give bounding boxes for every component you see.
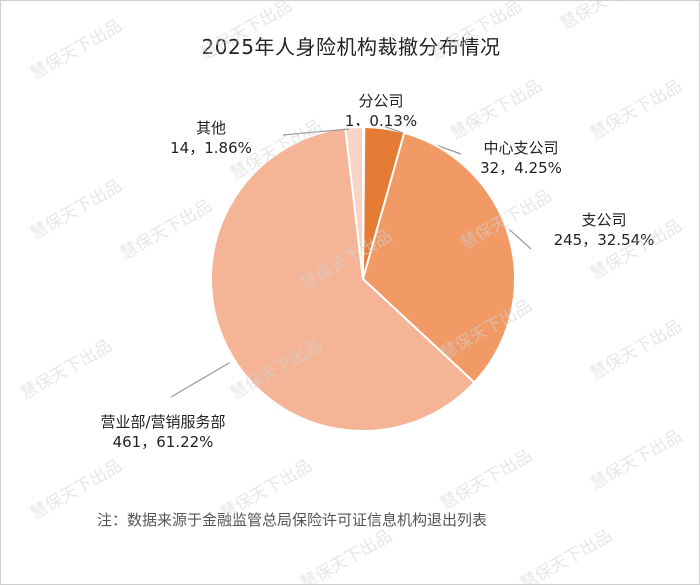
slice-name-label-3: 营业部/营销服务部: [100, 413, 225, 431]
slice-name-label-2: 支公司: [581, 211, 626, 229]
pie-slice-3: [210, 126, 476, 432]
source-note: 注：数据来源于金融监管总局保险许可证信息机构退出列表: [97, 511, 488, 529]
slice-name-label-0: 分公司: [358, 92, 403, 110]
leader-line-4: [282, 128, 350, 136]
slice-value-label-3: 461，61.22%: [113, 433, 214, 451]
slice-name-label-4: 其他: [196, 119, 226, 137]
pie-slice-2: [361, 131, 516, 384]
slice-value-label-0: 1，0.13%: [345, 112, 417, 130]
chart-title: 2025年人身险机构裁撤分布情况: [201, 35, 501, 59]
slice-value-label-2: 245，32.54%: [554, 231, 655, 249]
slice-value-label-4: 14，1.86%: [170, 139, 252, 157]
slice-name-label-1: 中心支公司: [483, 139, 558, 157]
pie-slice-4: [344, 125, 364, 280]
leader-line-2: [508, 228, 532, 250]
leader-line-3: [170, 362, 230, 398]
slice-value-label-1: 32，4.25%: [480, 159, 562, 177]
